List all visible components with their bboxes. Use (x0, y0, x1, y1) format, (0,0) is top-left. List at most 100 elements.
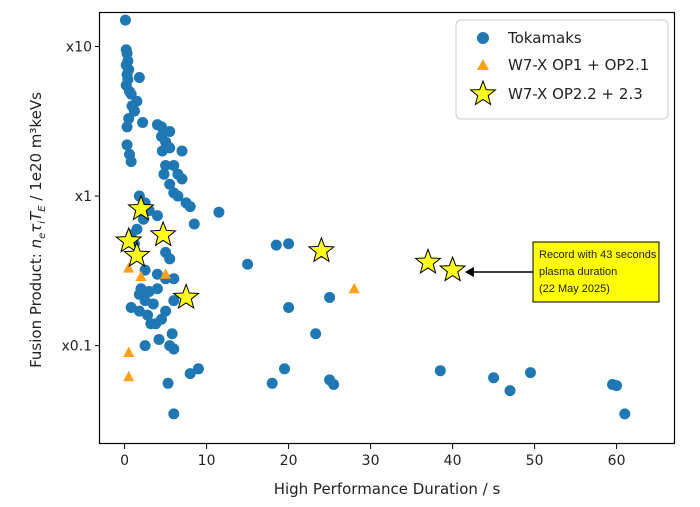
w7x-op1-point (135, 270, 147, 281)
tokamak-point (125, 301, 137, 313)
w7x-op22-point (149, 220, 177, 247)
x-tick-label: 60 (608, 453, 626, 469)
annotation-line-2: plasma duration (539, 266, 617, 278)
tokamak-point (328, 378, 340, 390)
legend-op22: W7-X OP2.2 + 2.3 (508, 85, 643, 103)
annotation-line-1: Record with 43 seconds (539, 249, 657, 261)
tokamak-point (137, 117, 149, 129)
tokamak-point (156, 145, 168, 157)
tokamak-point (192, 363, 204, 375)
tokamak-point (166, 328, 178, 340)
record-annotation: Record with 43 seconds plasma duration (… (464, 241, 660, 303)
tokamak-point (123, 112, 135, 124)
legend-tokamaks: Tokamaks (507, 29, 582, 47)
w7x-op22-point (307, 236, 336, 263)
w7x-op1-point (123, 370, 135, 382)
w7x-op22-point (172, 282, 200, 310)
tokamak-point (139, 264, 151, 276)
tokamak-point (242, 258, 254, 270)
tokamak-point (125, 156, 137, 168)
y-tick-label: x1 (75, 189, 92, 205)
x-axis-ticks: 0 10 20 30 40 50 60 (120, 444, 626, 469)
tokamak-point (150, 318, 162, 330)
legend-op1: W7-X OP1 + OP2.1 (508, 56, 649, 74)
legend-star-marker (469, 79, 497, 106)
legend: Tokamaks W7-X OP1 + OP2.1 W7-X OP2.2 + 2… (455, 19, 669, 120)
data-marks (114, 14, 631, 420)
tokamak-point (168, 408, 180, 420)
tokamak-point (158, 168, 170, 180)
tokamak-point (310, 328, 322, 340)
tokamak-point (266, 377, 278, 389)
y-axis-label: Fusion Product: neτiTE / 1e20 m³keVs (27, 92, 48, 368)
tokamak-point (488, 372, 500, 384)
tokamak-point (619, 408, 631, 420)
w7x-op1-point (123, 346, 135, 357)
tokamak-point (270, 239, 282, 251)
y-tick-label: x10 (66, 39, 92, 55)
w7x-op1-point (348, 282, 360, 294)
x-tick-label: 40 (444, 453, 462, 469)
tokamak-point (160, 160, 172, 172)
tokamak-point (121, 121, 133, 133)
tokamak-point (164, 253, 176, 265)
tokamak-point (184, 368, 196, 380)
tokamak-point (168, 295, 180, 307)
legend-tokamak-marker (477, 32, 489, 44)
annotation-arrowhead (464, 267, 474, 277)
x-tick-label: 30 (362, 453, 380, 469)
plot-frame (98, 11, 676, 445)
tokamak-point (504, 385, 516, 397)
tokamak-point (133, 72, 145, 84)
tokamak-point (133, 305, 145, 317)
tokamak-point (142, 309, 154, 321)
tokamak-point (283, 301, 295, 313)
w7x-op1-point (160, 268, 172, 279)
tokamak-point (162, 377, 174, 389)
annotation-box (532, 241, 660, 303)
w7x-op22-point (438, 255, 467, 282)
tokamak-point (611, 380, 623, 392)
tokamak-point (184, 201, 196, 213)
tokamak-point (172, 190, 184, 202)
tokamak-point (283, 238, 295, 250)
tokamak-point (213, 206, 225, 218)
tokamak-point (168, 343, 180, 355)
w7x-op1-point (123, 262, 135, 273)
w7x-op22-point (123, 241, 151, 268)
tokamak-point (168, 273, 180, 285)
tokamak-point (164, 178, 176, 190)
tokamak-point (279, 363, 290, 375)
annotation-line-3: (22 May 2025) (539, 283, 610, 295)
x-tick-label: 10 (198, 453, 216, 469)
x-tick-label: 50 (526, 453, 544, 469)
tokamak-point (525, 367, 536, 379)
x-tick-label: 20 (280, 453, 298, 469)
tokamak-point (324, 291, 336, 303)
tokamak-point (176, 173, 188, 185)
tokamak-point (139, 340, 151, 352)
tokamak-point (147, 298, 159, 310)
tokamak-point (121, 139, 133, 151)
tokamak-point (119, 14, 131, 26)
w7x-op22-point (127, 194, 155, 221)
w7x-op22-point (414, 247, 442, 275)
tokamak-point (160, 305, 172, 317)
tokamak-point (434, 365, 446, 377)
x-tick-label: 0 (120, 453, 129, 469)
tokamak-point (176, 145, 188, 157)
tokamak-point (156, 121, 167, 133)
tokamak-point (164, 126, 176, 138)
tokamak-point (128, 105, 140, 117)
w7x-op22-point (114, 226, 143, 253)
tokamak-point (151, 268, 163, 280)
tokamak-point (188, 218, 200, 230)
x-axis-label: High Performance Duration / s (274, 480, 501, 498)
y-tick-label: x0.1 (61, 339, 92, 355)
tokamak-point (168, 160, 180, 172)
tokamak-point (151, 283, 163, 295)
tokamak-point (151, 210, 163, 222)
legend-box (455, 19, 669, 120)
legend-op1-marker (477, 59, 489, 70)
